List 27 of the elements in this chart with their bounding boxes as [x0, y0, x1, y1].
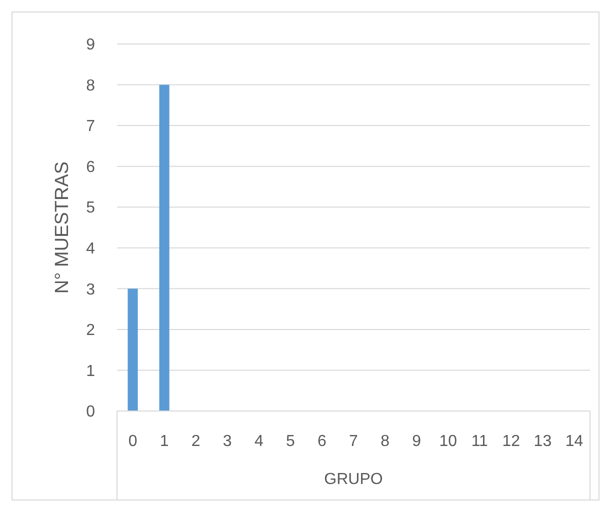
y-tick-label: 5 [86, 200, 96, 217]
y-tick-label: 8 [86, 77, 96, 94]
y-tick-label: 2 [86, 322, 96, 340]
y-tick-label: 1 [86, 362, 96, 380]
x-tick-label: 9 [412, 433, 422, 450]
x-tick-label: 14 [565, 433, 584, 450]
x-tick-label: 1 [160, 433, 169, 450]
x-tick-label: 8 [380, 433, 390, 450]
x-tick-label: 13 [534, 433, 552, 450]
x-tick-label: 0 [128, 433, 138, 450]
x-tick-label: 7 [349, 433, 358, 450]
y-tick-label: 4 [86, 240, 96, 258]
x-tick-label: 6 [318, 433, 327, 450]
y-tick-label: 9 [86, 36, 96, 54]
y-tick-label: 7 [86, 118, 96, 136]
x-tick-label: 3 [222, 433, 232, 450]
x-tick-label: 5 [286, 433, 295, 450]
y-tick-label: 0 [86, 404, 96, 421]
x-axis-title: GRUPO [324, 471, 383, 488]
y-tick-label: 6 [86, 158, 96, 176]
x-tick-label: 4 [254, 433, 264, 450]
x-tick-label: 2 [191, 433, 200, 450]
x-tick-label: 10 [439, 433, 458, 450]
x-tick-label: 12 [502, 433, 520, 450]
x-tick-label: 11 [471, 433, 488, 450]
y-tick-label: 3 [86, 281, 96, 298]
y-axis-title: N° MUESTRAS [52, 161, 73, 294]
